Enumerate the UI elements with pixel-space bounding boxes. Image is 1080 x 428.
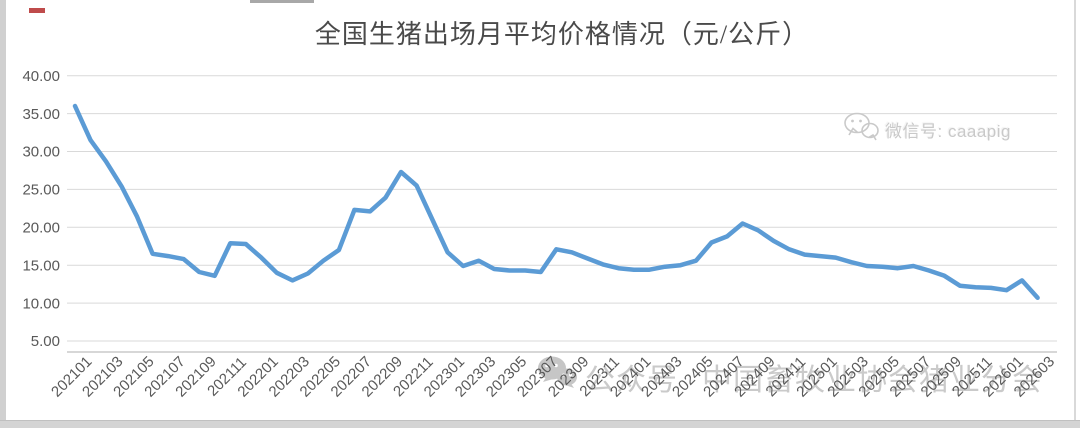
y-tick-label: 30.00 [22, 144, 60, 161]
y-tick-label: 40.00 [22, 68, 60, 85]
y-tick-label: 35.00 [22, 106, 60, 123]
wechat-icon [843, 112, 879, 147]
price-line [72, 103, 1040, 301]
org-watermark: 公众号 中国畜牧业协会猪业分会 [536, 354, 1043, 400]
y-tick-label: 25.00 [22, 182, 60, 199]
right-edge-line [1074, 0, 1076, 428]
y-tick-label: 5.00 [31, 333, 60, 350]
watermark-org-name: 中国畜牧业协会猪业分会 [702, 364, 1043, 397]
red-marker [29, 8, 45, 13]
top-edge-fragment [250, 0, 314, 3]
wechat-id-watermark: 微信号: caaapig [843, 112, 1011, 147]
y-tick-label: 20.00 [22, 220, 60, 237]
left-edge-strip [0, 0, 6, 428]
bottom-edge-strip [0, 420, 1080, 428]
y-tick-label: 10.00 [22, 295, 60, 312]
y-tick-label: 15.00 [22, 257, 60, 274]
chart-title: 全国生猪出场月平均价格情况（元/公斤） [314, 20, 810, 49]
watermark-account-type: 公众号 [585, 364, 678, 397]
wechat-id-text: 微信号: caaapig [885, 121, 1011, 141]
wechat-icon [536, 355, 578, 399]
